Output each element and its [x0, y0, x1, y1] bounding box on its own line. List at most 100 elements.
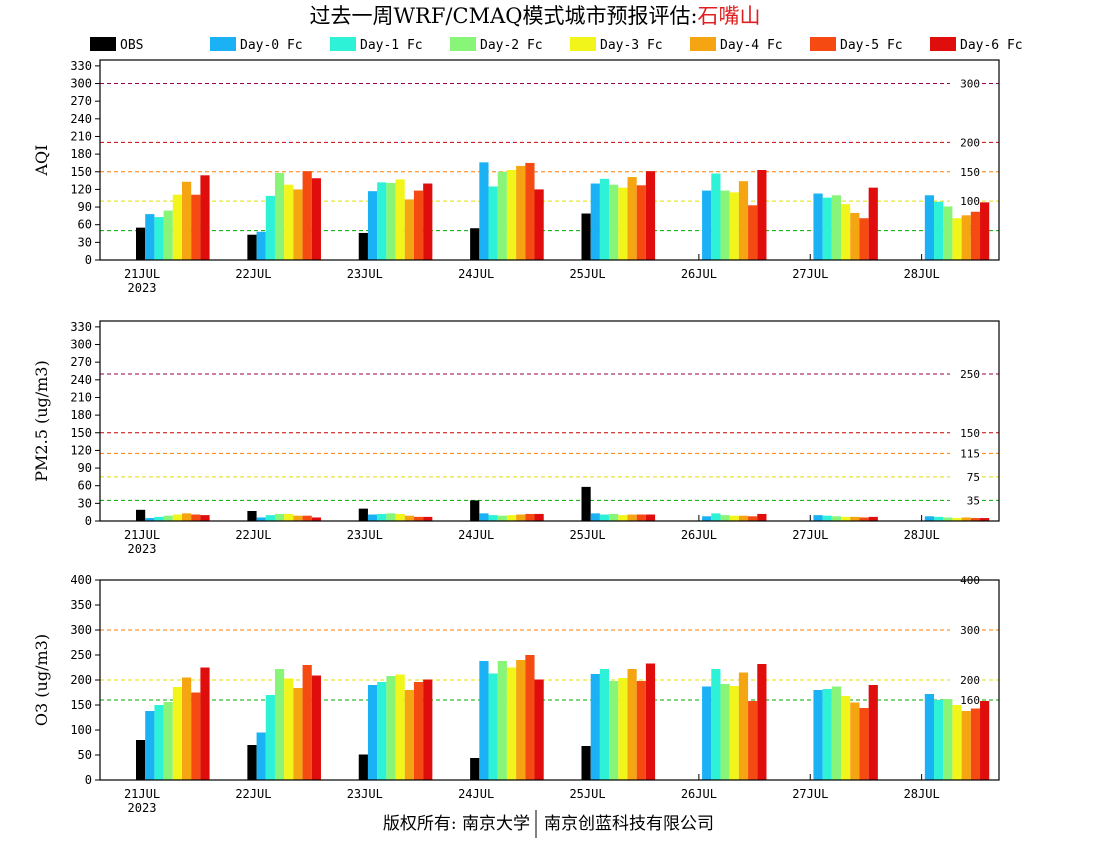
bar-2-0-2	[358, 754, 368, 780]
ytick-label-2-5: 250	[70, 648, 92, 662]
bar-0-0-0	[136, 227, 146, 260]
bar-0-6-4	[636, 185, 646, 260]
bar-0-7-3	[534, 189, 544, 260]
title-prefix: 过去一周WRF/CMAQ模式城市预报评估:	[309, 4, 697, 28]
bar-1-5-2	[404, 515, 414, 521]
bar-0-4-5	[729, 192, 739, 260]
bar-0-3-1	[274, 172, 285, 260]
bar-1-4-0	[172, 514, 182, 521]
xtick-label-2-5: 26JUL	[681, 787, 717, 801]
bar-1-1-3	[479, 513, 489, 521]
bar-2-6-2	[413, 682, 424, 780]
ytick-label-2-1: 50	[78, 748, 92, 762]
bar-1-6-3	[525, 513, 535, 521]
bar-0-4-3	[506, 170, 517, 260]
ytick-label-1-11: 330	[70, 320, 92, 334]
xtick-year-0: 2023	[128, 281, 157, 295]
bar-2-7-0	[200, 667, 210, 780]
bar-2-7-6	[868, 685, 878, 780]
bar-0-1-2	[367, 191, 378, 260]
threshold-label-2-2: 300	[960, 624, 980, 637]
bar-0-2-5	[711, 173, 721, 260]
bar-1-7-3	[534, 513, 544, 521]
bar-2-7-3	[534, 679, 544, 780]
xtick-label-2-3: 24JUL	[458, 787, 494, 801]
bar-2-5-3	[516, 660, 526, 780]
xtick-label-2-4: 25JUL	[569, 787, 605, 801]
bar-1-2-2	[377, 513, 387, 521]
threshold-label-1-0: 35	[967, 494, 980, 507]
bar-0-7-1	[311, 178, 321, 260]
bar-2-0-1	[247, 745, 257, 780]
xtick-label-0-6: 27JUL	[792, 267, 828, 281]
ytick-label-2-2: 100	[70, 723, 92, 737]
bar-0-1-0	[145, 214, 155, 260]
bar-0-2-6	[822, 197, 832, 260]
bar-2-6-5	[748, 701, 758, 780]
bar-0-3-7	[943, 206, 953, 260]
bar-2-2-4	[599, 669, 610, 780]
bar-0-5-2	[404, 199, 414, 260]
bar-1-5-7	[961, 517, 971, 521]
bar-2-7-4	[645, 663, 656, 780]
bar-2-3-4	[609, 681, 619, 780]
legend-swatch-4	[570, 37, 596, 51]
bar-1-2-7	[934, 516, 944, 521]
threshold-label-bg-2-2	[950, 624, 982, 636]
ytick-label-1-3: 90	[78, 461, 92, 475]
bar-2-0-3	[470, 758, 480, 780]
bar-2-5-0	[182, 677, 192, 780]
figure-title: 过去一周WRF/CMAQ模式城市预报评估:石嘴山	[309, 4, 760, 28]
bar-0-7-2	[423, 183, 433, 260]
bar-2-3-6	[831, 686, 842, 780]
ytick-label-2-7: 350	[70, 598, 92, 612]
bar-2-4-7	[952, 705, 962, 780]
bar-2-4-6	[841, 696, 851, 780]
bar-0-1-7	[924, 195, 935, 260]
bar-0-5-6	[850, 212, 860, 260]
bar-0-2-1	[265, 195, 275, 260]
ytick-label-2-3: 150	[70, 698, 92, 712]
bar-1-0-3	[470, 500, 480, 521]
ytick-label-1-8: 240	[70, 373, 92, 387]
ytick-label-0-1: 30	[78, 235, 92, 249]
bar-1-7-2	[423, 516, 433, 521]
bar-2-7-2	[423, 679, 433, 780]
threshold-label-1-3: 150	[960, 427, 980, 440]
bar-1-4-5	[729, 515, 739, 521]
bar-0-6-1	[302, 171, 312, 260]
bar-2-1-2	[367, 685, 378, 780]
threshold-label-1-1: 75	[967, 471, 980, 484]
xtick-label-2-0: 21JUL	[124, 787, 160, 801]
bar-2-0-4	[581, 746, 591, 780]
bar-1-4-3	[506, 515, 517, 521]
bar-2-5-6	[850, 702, 860, 780]
bar-1-1-0	[145, 518, 155, 521]
bar-2-6-3	[525, 655, 535, 780]
ylabel-1: PM2.5 (ug/m3)	[32, 360, 51, 481]
legend-label-5: Day-4 Fc	[720, 38, 783, 53]
bar-1-5-3	[516, 514, 526, 521]
xtick-label-0-7: 28JUL	[904, 267, 940, 281]
bar-0-0-2	[358, 232, 368, 260]
bar-1-2-5	[711, 513, 721, 521]
bar-1-4-6	[841, 516, 851, 521]
bar-0-1-6	[813, 193, 823, 260]
threshold-label-bg-1-2	[950, 447, 982, 460]
bar-0-3-0	[163, 210, 173, 260]
threshold-label-bg-2-1	[950, 674, 982, 686]
bar-0-4-6	[841, 204, 851, 260]
bar-0-2-3	[488, 186, 498, 260]
bar-1-0-0	[136, 509, 146, 521]
bar-1-7-1	[311, 517, 321, 521]
legend-label-7: Day-6 Fc	[960, 38, 1023, 53]
bar-1-3-3	[497, 515, 507, 521]
bar-0-1-3	[479, 162, 489, 260]
bar-0-3-6	[831, 195, 842, 260]
bar-0-6-3	[525, 162, 535, 260]
ytick-label-0-3: 90	[78, 200, 92, 214]
bar-2-1-7	[924, 694, 935, 780]
xtick-label-1-7: 28JUL	[904, 528, 940, 542]
bar-1-7-0	[200, 515, 210, 521]
